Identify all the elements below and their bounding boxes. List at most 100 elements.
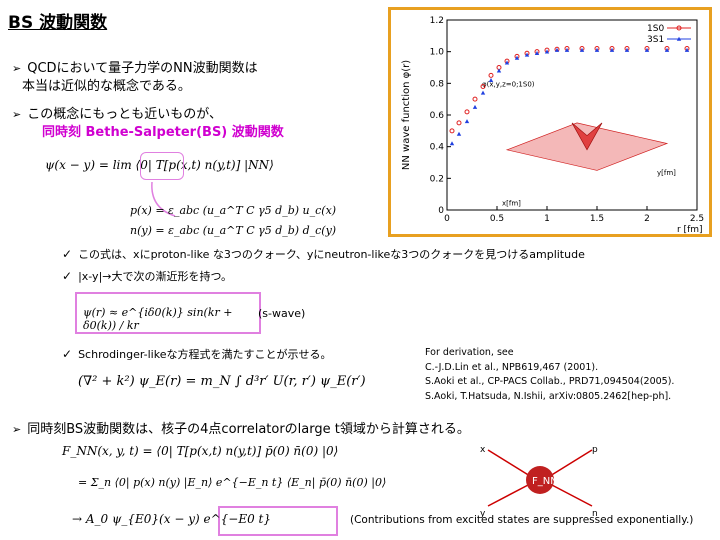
schrodinger-like-equation: (∇² + k²) ψ_E(r) = m_N ∫ d³r′ U(r, r′) ψ… <box>78 374 366 389</box>
bullet-1: ➢ QCDにおいて量子力学のNN波動関数は 本当は近似的な概念である。 <box>12 60 258 96</box>
outgoing-line-n <box>549 483 593 507</box>
check-2-text: |x-y|→大で次の漸近形を持つ。 <box>78 270 233 283</box>
check-icon: ✓ <box>62 269 73 283</box>
proton-operator-equation: p(x) = ε_abc (u_a^T C γ5 d_b) u_c(x) <box>130 204 337 217</box>
spectral-decomposition-equation: = Σ_n ⟨0| p(x) n(y) |E_n⟩ e^{−E_n t} ⟨E_… <box>78 476 387 489</box>
check-1-text: この式は、xにproton-like な3つのクォーク、yにneutron-li… <box>78 248 585 261</box>
y-tick-label: 0.8 <box>430 79 445 89</box>
check-icon: ✓ <box>62 247 73 261</box>
data-point-3s1 <box>534 51 540 56</box>
y-tick-label: 0.6 <box>430 111 445 121</box>
reference-item: S.Aoki et al., CP-PACS Collab., PRD71,09… <box>425 376 675 387</box>
y-tick-label: 0.4 <box>430 143 445 153</box>
excited-states-note: (Contributions from excited states are s… <box>350 514 694 526</box>
data-point-1s0 <box>464 109 470 115</box>
y-tick-label: 1.2 <box>430 16 444 26</box>
data-point-1s0 <box>488 72 494 78</box>
bullet-2: ➢ この概念にもっとも近いものが、 同時刻 Bethe-Salpeter(BS) … <box>12 106 284 142</box>
data-point-3s1 <box>449 141 455 146</box>
data-point-3s1 <box>554 47 560 52</box>
x-tick-label: 0.5 <box>490 214 504 224</box>
data-point-3s1 <box>624 47 630 52</box>
reference-item: C.-J.D.Lin et al., NPB619,467 (2001). <box>425 361 599 373</box>
data-point-3s1 <box>488 77 494 82</box>
data-point-3s1 <box>594 47 600 52</box>
data-point-1s0 <box>456 120 462 126</box>
y-tick-label: 1.0 <box>430 48 445 58</box>
data-point-1s0 <box>449 128 455 134</box>
diagram-x-label: x <box>480 445 486 455</box>
bullet-2-text: この概念にもっとも近いものが、 <box>27 107 222 122</box>
references: For derivation, see C.-J.D.Lin et al., N… <box>425 346 674 404</box>
plot-frame <box>446 19 698 211</box>
legend-marker <box>676 36 682 41</box>
check-3-text: Schrodinger-likeな方程式を満たすことが示せる。 <box>78 348 332 361</box>
wavefunction-figure: φ(x,y,z=0;1S0) x[fm] y[fm] 0 0.5 1 1.5 2 2.5 0 0.2… <box>388 7 712 237</box>
data-point-1s0 <box>480 84 486 89</box>
bullet-1-text: QCDにおいて量子力学のNN波動関数は <box>27 61 258 76</box>
data-point-3s1 <box>644 47 650 52</box>
x-tick-label: 2 <box>644 214 650 224</box>
data-point-3s1 <box>456 131 462 136</box>
data-point-3s1 <box>504 60 510 65</box>
vertex-label: F_NN <box>532 476 558 487</box>
incoming-line-y <box>487 483 531 507</box>
bullet-1-text-2: 本当は近似的な概念である。 <box>22 79 191 94</box>
data-point-3s1 <box>464 119 470 124</box>
legend-marker <box>676 25 682 31</box>
x-tick-label: 1.5 <box>590 214 604 224</box>
diagram-y-label: y <box>480 509 486 519</box>
data-point-3s1 <box>579 47 585 52</box>
data-point-3s1 <box>514 55 520 60</box>
data-point-1s0 <box>472 96 478 102</box>
incoming-line-x <box>487 449 531 477</box>
data-point-3s1 <box>664 47 670 52</box>
x-tick-label: 1 <box>544 214 550 224</box>
bullet-3-text: 同時刻BS波動関数は、核子の4点correlatorのlarge t領域から計算… <box>27 422 470 437</box>
bullet-3: ➢ 同時刻BS波動関数は、核子の4点correlatorのlarge t領域から計… <box>12 421 470 439</box>
y-tick-label: 0 <box>438 206 444 216</box>
check-1: ✓ この式は、xにproton-like な3つのクォーク、yにneutron-l… <box>62 246 720 263</box>
y-tick-label: 0.2 <box>430 174 444 184</box>
s-wave-label: (s-wave) <box>258 307 306 320</box>
data-point-3s1 <box>684 47 690 52</box>
asymptotic-form-box: ψ(r) ≈ e^{iδ0(k)} sin(kr + δ0(k)) / kr <box>75 292 261 334</box>
four-point-diagram: F_NN x y p n <box>480 445 598 519</box>
arrow-bullet-icon: ➢ <box>12 62 22 75</box>
arrow-bullet-icon: ➢ <box>12 108 22 121</box>
page-title: BS 波動関数 <box>8 13 108 33</box>
ground-state-highlight-box <box>218 506 338 536</box>
legend-label: 3S1 <box>647 35 664 45</box>
wavefunction-chart: φ(x,y,z=0;1S0) x[fm] y[fm] 0 0.5 1 1.5 2 2.5 0 0.2… <box>401 16 704 235</box>
arrow-bullet-icon: ➢ <box>12 423 22 436</box>
data-point-3s1 <box>480 90 486 95</box>
outgoing-line-p <box>549 449 593 477</box>
data-point-3s1 <box>609 47 615 52</box>
inset-label: φ(x,y,z=0;1S0) <box>482 81 535 89</box>
data-point-3s1 <box>564 47 570 52</box>
asymptotic-equation: ψ(r) ≈ e^{iδ0(k)} sin(kr + δ0(k)) / kr <box>83 306 233 332</box>
check-3: ✓ Schrodinger-likeな方程式を満たすことが示せる。 <box>62 346 331 363</box>
inset-axis-label: y[fm] <box>657 169 676 177</box>
diagram-n-label: n <box>592 509 598 519</box>
x-axis-label: r [fm] <box>677 225 703 234</box>
data-point-3s1 <box>472 104 478 109</box>
data-point-3s1 <box>496 68 502 73</box>
bullet-2-highlight: 同時刻 Bethe-Salpeter(BS) 波動関数 <box>42 125 284 140</box>
y-axis-label: NN wave function φ(r) <box>401 60 412 170</box>
vertex-blob <box>526 466 554 494</box>
data-point-3s1 <box>544 49 550 54</box>
neutron-operator-equation: n(y) = ε_abc (u_a^T C γ5 d_b) d_c(y) <box>130 224 337 237</box>
reference-intro: For derivation, see <box>425 347 514 358</box>
diagram-p-label: p <box>592 445 598 455</box>
ground-state-equation: → A_0 ψ_{E0}(x − y) e^{−E0 t} <box>72 512 271 526</box>
pointer-arrow-icon <box>151 181 176 217</box>
check-icon: ✓ <box>62 347 73 361</box>
legend-label: 1S0 <box>647 24 664 34</box>
reference-item: S.Aoki, T.Hatsuda, N.Ishii, arXiv:0805.2… <box>425 390 672 402</box>
data-point-3s1 <box>524 52 530 57</box>
highlight-circle <box>140 152 184 180</box>
x-tick-label: 2.5 <box>690 214 704 224</box>
inset-axis-label: x[fm] <box>502 199 521 207</box>
x-tick-label: 0 <box>444 214 450 224</box>
